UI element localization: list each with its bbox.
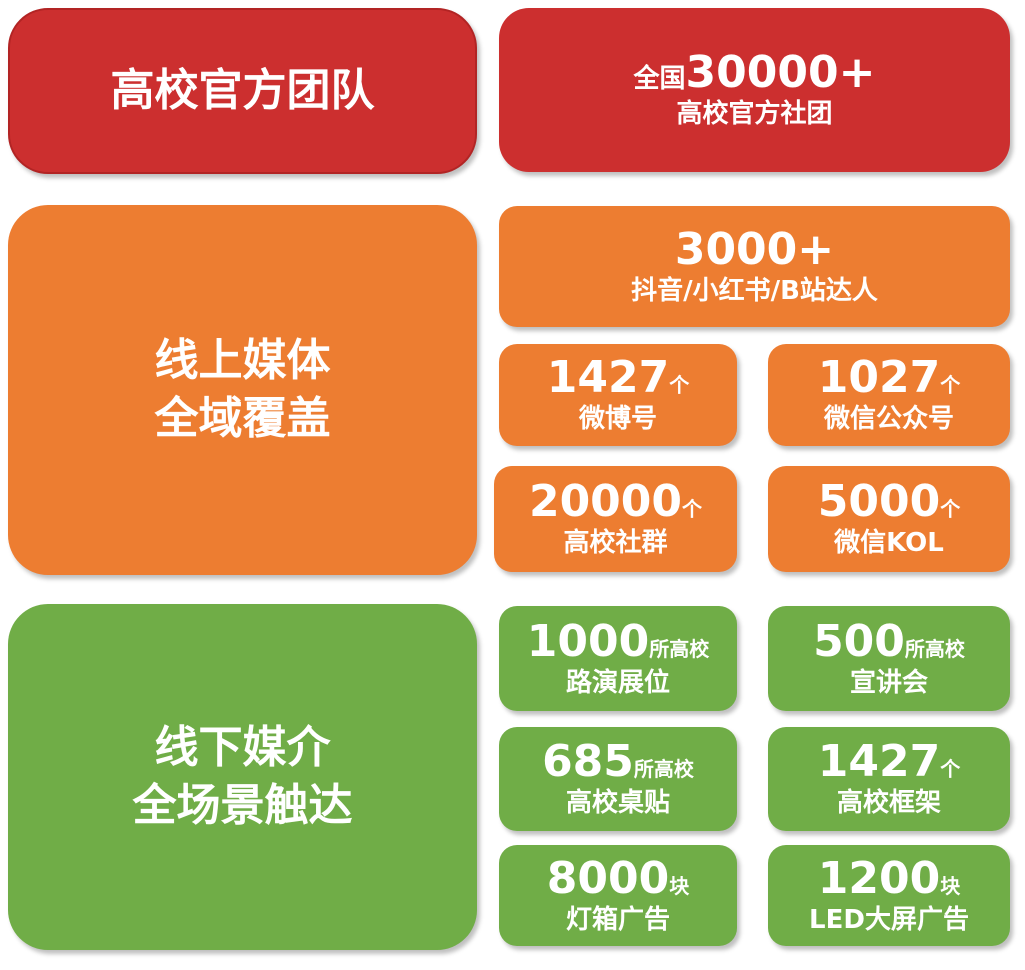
stat-unit: 块 [940,873,961,898]
stat-number: 8000 [546,852,670,904]
stat-number-line: 685所高校 [542,738,694,786]
stat-number-line: 5000个 [818,478,960,526]
stat-card: 1427个 高校框架 [768,727,1010,831]
stat-label: 微博号 [578,404,657,434]
stat-card: 685所高校 高校桌贴 [499,727,737,831]
stat-label: 高校桌贴 [565,788,670,818]
stat-unit: 所高校 [904,636,965,661]
stat-number-line: 500所高校 [813,615,965,667]
stat-card: 1027个 微信公众号 [768,344,1010,446]
stat-number: 1000 [526,615,650,667]
online-headline-box: 3000+ 抖音/小红书/B站达人 [499,206,1010,327]
online-title-line1: 线上媒体 [154,335,331,386]
stat-card: 5000个 微信KOL [768,466,1010,572]
online-title-line2: 全域覆盖 [154,393,331,444]
stat-number: 5000 [817,476,941,527]
stat-card: 500所高校 宣讲会 [768,606,1010,711]
team-title-box: 高校官方团队 [8,8,477,174]
online-headline-number: 3000+ [674,223,835,275]
stat-number: 1200 [817,852,941,904]
stat-unit: 所高校 [649,636,710,661]
stat-number: 1427 [546,352,670,403]
stat-unit: 个 [669,373,690,397]
stat-number: 20000 [528,476,683,527]
stat-label: 高校框架 [836,788,941,818]
stat-number-line: 8000块 [546,852,690,904]
team-stat-number: 全国30000+ [633,47,876,98]
stat-unit: 块 [669,873,690,898]
stat-label: 路演展位 [565,667,670,698]
stat-number-line: 20000个 [529,478,702,526]
offline-title-line1: 线下媒介 [154,722,331,773]
online-headline-label: 抖音/小红书/B站达人 [631,275,878,306]
stat-number: 1027 [817,352,941,403]
stat-unit: 个 [940,373,961,397]
stat-number-line: 1200块 [817,852,961,904]
stat-label: LED大屏广告 [809,904,969,935]
stat-label: 高校社群 [563,528,668,558]
stat-card: 1200块 LED大屏广告 [768,845,1010,946]
stat-number: 1427 [817,736,941,787]
stat-unit: 个 [940,497,961,521]
stat-unit: 个 [940,757,961,781]
stat-number: 685 [542,736,634,787]
stat-number: 500 [813,615,905,667]
stat-number-line: 1427个 [818,738,960,786]
stat-card: 1000所高校 路演展位 [499,606,737,711]
stat-unit: 所高校 [633,757,694,781]
stat-card: 20000个 高校社群 [494,466,737,572]
team-stat-box: 全国30000+ 高校官方社团 [499,8,1010,172]
offline-title-line2: 全场景触达 [132,780,353,831]
stat-label: 微信公众号 [823,404,954,434]
team-title: 高校官方团队 [110,65,375,116]
stat-number-line: 1427个 [547,354,689,402]
online-title-box: 线上媒体 全域覆盖 [8,205,477,575]
stat-number-line: 1027个 [818,354,960,402]
stat-card: 1427个 微博号 [499,344,737,446]
stat-card: 8000块 灯箱广告 [499,845,737,946]
team-stat-label: 高校官方社团 [676,99,833,129]
stat-unit: 个 [682,497,703,521]
stat-label: 宣讲会 [849,667,928,698]
offline-title-box: 线下媒介 全场景触达 [8,604,477,950]
stat-number-line: 1000所高校 [526,615,710,667]
stat-label: 微信KOL [834,528,944,558]
stat-label: 灯箱广告 [565,904,670,935]
